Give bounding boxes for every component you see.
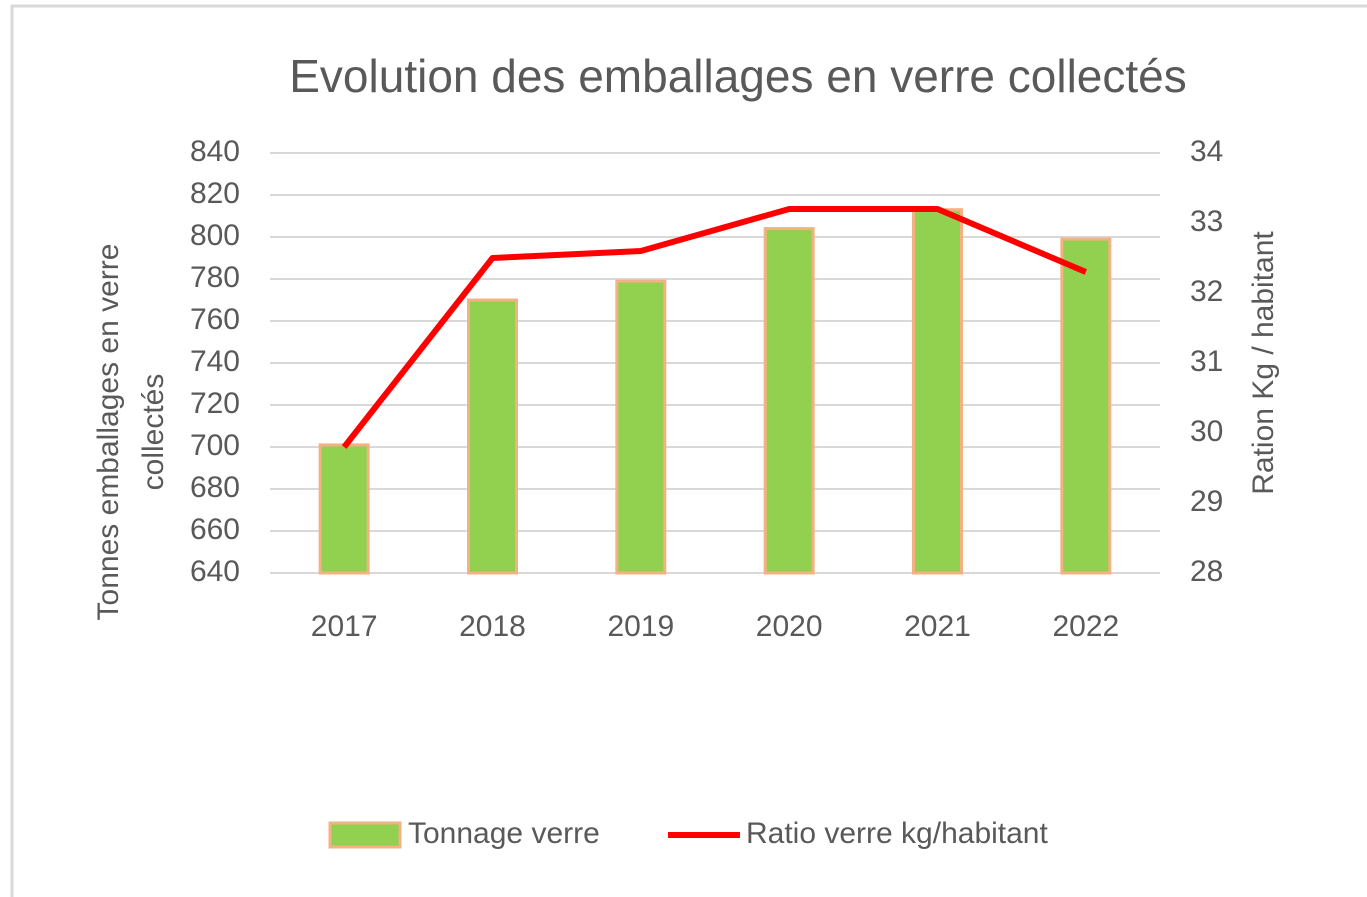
y-tick-label: 680: [190, 471, 240, 504]
y2-tick-label: 30: [1190, 415, 1223, 448]
y-tick-label: 700: [190, 429, 240, 462]
bar: [1060, 237, 1112, 575]
y-tick-label: 780: [190, 261, 240, 294]
bar: [318, 443, 370, 575]
legend-swatch: [328, 821, 402, 849]
y2-tick-label: 34: [1190, 135, 1223, 168]
y-axis-title: collectés: [137, 374, 170, 491]
bar: [467, 298, 518, 575]
y-tick-label: 720: [190, 387, 240, 420]
y-tick-label: 800: [190, 219, 240, 252]
y-axis-title: Tonnes emballages en verre: [92, 244, 125, 621]
y-tick-label: 820: [190, 177, 240, 210]
bar: [615, 279, 667, 575]
y2-tick-label: 28: [1190, 555, 1223, 588]
y2-tick-label: 29: [1190, 485, 1223, 518]
y2-tick-label: 33: [1190, 205, 1223, 238]
x-tick-label: 2022: [1052, 610, 1119, 643]
x-tick-label: 2017: [311, 610, 378, 643]
chart-frame: [10, 4, 1367, 897]
bar: [912, 208, 963, 575]
x-tick-label: 2021: [904, 610, 971, 643]
chart-title: Evolution des emballages en verre collec…: [289, 50, 1187, 102]
legend-label: Tonnage verre: [408, 817, 600, 850]
x-tick-label: 2020: [756, 610, 823, 643]
x-tick-label: 2018: [459, 610, 526, 643]
y-tick-label: 740: [190, 345, 240, 378]
y2-tick-label: 31: [1190, 345, 1223, 378]
bar: [763, 227, 815, 575]
line: [341, 206, 1088, 449]
y-tick-label: 760: [190, 303, 240, 336]
y2-tick-label: 32: [1190, 275, 1223, 308]
y-tick-label: 840: [190, 135, 240, 168]
legend-label: Ratio verre kg/habitant: [746, 817, 1048, 850]
y-tick-label: 640: [190, 555, 240, 588]
y2-axis-title: Ration Kg / habitant: [1247, 231, 1280, 495]
x-tick-label: 2019: [607, 610, 674, 643]
y-tick-label: 660: [190, 513, 240, 546]
